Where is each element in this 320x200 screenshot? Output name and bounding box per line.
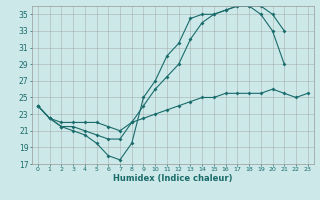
X-axis label: Humidex (Indice chaleur): Humidex (Indice chaleur) <box>113 174 233 183</box>
